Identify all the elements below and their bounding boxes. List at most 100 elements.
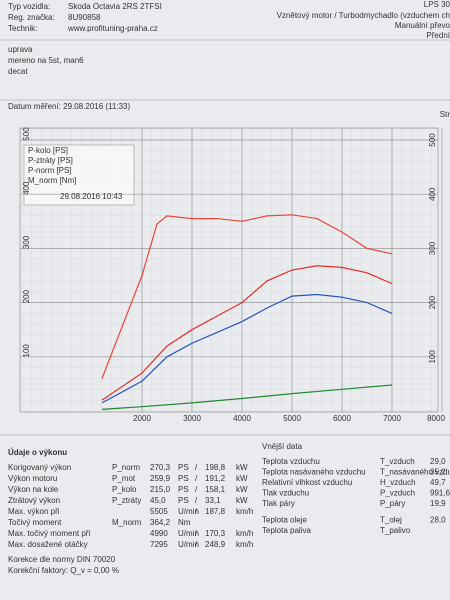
perf-cell: 45,0 (150, 496, 166, 505)
y2-tick-label: 200 (428, 295, 437, 309)
y-tick-label: 400 (22, 181, 31, 195)
legend-run: 29.08.2016 10:43 (60, 192, 123, 201)
ext-cell: 19,9 (430, 499, 446, 508)
perf-cell: Točivý moment (8, 518, 62, 527)
perf-cell: 33,1 (205, 496, 221, 505)
legend-entry: M_norm [Nm] (28, 176, 76, 185)
perf-cell: 215,0 (150, 485, 171, 494)
ext-cell: H_vzduch (380, 478, 416, 487)
ext-cell: T_olej (380, 516, 402, 525)
section-title: Údaje o výkonu (8, 448, 67, 457)
perf-cell: Max. výkon při (8, 507, 60, 516)
perf-cell: Ztrátový výkon (8, 496, 60, 505)
perf-cell: P_ztráty (112, 496, 141, 505)
ext-cell: 49,7 (430, 478, 446, 487)
perf-cell: 270,3 (150, 463, 171, 472)
legend-entry: P-ztráty [PS] (28, 156, 73, 165)
header-label: Typ vozidla: (8, 2, 50, 11)
perf-cell: 7295 (150, 540, 168, 549)
ext-cell: Teplota vzduchu (262, 457, 320, 466)
section-title: Vnější data (262, 442, 303, 451)
factor: Korekční faktory: Q_v = 0,00 % (8, 566, 119, 575)
header-label: Technik: (8, 24, 37, 33)
perf-cell: 187,8 (205, 507, 226, 516)
series-line (101, 293, 393, 404)
perf-cell: P_norm (112, 463, 140, 472)
date: Datum měření: 29.08.2016 (11:33) (8, 102, 130, 111)
perf-cell: / (195, 463, 198, 472)
series-line (101, 384, 393, 410)
perf-cell: PS (178, 474, 189, 483)
y2-tick-label: 500 (428, 133, 437, 147)
ext-cell: T_vzduch (380, 457, 415, 466)
x-tick-label: 8000 (427, 414, 445, 423)
ext-cell: 991,6 (430, 489, 450, 498)
ext-cell: P_vzduch (380, 489, 415, 498)
ext-cell: Tlak páry (262, 499, 295, 508)
ext-cell: Tlak vzduchu (262, 489, 309, 498)
perf-cell: / (195, 529, 198, 538)
ext-cell: 29,0 (430, 457, 446, 466)
y-tick-label: 500 (22, 127, 31, 141)
perf-cell: Max. dosažené otáčky (8, 540, 88, 549)
perf-cell: U/min (178, 507, 199, 516)
perf-cell: / (195, 507, 198, 516)
y-tick-label: 300 (22, 235, 31, 249)
y2-tick-label: 300 (428, 241, 437, 255)
perf-cell: U/min (178, 529, 199, 538)
x-tick-label: 3000 (183, 414, 201, 423)
perf-cell: P_mot (112, 474, 136, 483)
ext-cell: 28,0 (430, 516, 446, 525)
header-right: Přední (426, 31, 450, 40)
y2-tick-label: 400 (428, 187, 437, 201)
ext-cell: Teplota nasávaného vzduchu (262, 468, 366, 477)
perf-cell: Výkon motoru (8, 474, 57, 483)
note: mereno na 5st, man6 (8, 56, 84, 65)
legend-box (23, 144, 135, 206)
perf-cell: km/h (236, 507, 253, 516)
page-label: Str (440, 110, 450, 119)
ext-cell: P_páry (380, 499, 405, 508)
perf-cell: M_norm (112, 518, 142, 527)
perf-cell: U/min (178, 540, 199, 549)
perf-cell: / (195, 485, 198, 494)
perf-cell: 198,8 (205, 463, 226, 472)
perf-cell: 248,9 (205, 540, 226, 549)
perf-cell: / (195, 496, 198, 505)
perf-cell: kW (236, 485, 248, 494)
header-corner: LPS 30 (424, 0, 450, 9)
legend-entry: P-kolo [PS] (28, 146, 68, 155)
perf-cell: P_kolo (112, 485, 137, 494)
perf-cell: / (195, 540, 198, 549)
perf-cell: 170,3 (205, 529, 226, 538)
header-label: Reg. značka: (8, 13, 55, 22)
x-tick-label: 4000 (233, 414, 251, 423)
perf-cell: kW (236, 496, 248, 505)
header-value: Skoda Octavia 2RS 2TFSI (68, 2, 162, 11)
perf-cell: kW (236, 463, 248, 472)
perf-cell: / (195, 474, 198, 483)
perf-cell: 158,1 (205, 485, 226, 494)
header-right: Vznětový motor / Turbodmychadlo (vzduche… (277, 11, 450, 20)
perf-cell: Max. točivý moment při (8, 529, 90, 538)
perf-cell: Nm (178, 518, 191, 527)
ext-cell: Relativní vlhkost vzduchu (262, 478, 352, 487)
perf-cell: km/h (236, 540, 253, 549)
perf-cell: PS (178, 463, 189, 472)
perf-cell: 4990 (150, 529, 168, 538)
perf-cell: km/h (236, 529, 253, 538)
perf-cell: kW (236, 474, 248, 483)
ext-cell: T_nasávaného vzduchu (380, 468, 450, 477)
perf-cell: PS (178, 485, 189, 494)
header-value: 8U90858 (68, 13, 101, 22)
ext-cell: T_palivo (380, 526, 411, 535)
perf-cell: 191,2 (205, 474, 226, 483)
ext-cell: 35,2 (430, 468, 446, 477)
legend-entry: P-norm [PS] (28, 166, 72, 175)
x-tick-label: 7000 (383, 414, 401, 423)
note: uprava (8, 45, 33, 54)
y2-tick-label: 100 (428, 350, 437, 364)
series-line (101, 265, 393, 401)
x-tick-label: 2000 (133, 414, 151, 423)
